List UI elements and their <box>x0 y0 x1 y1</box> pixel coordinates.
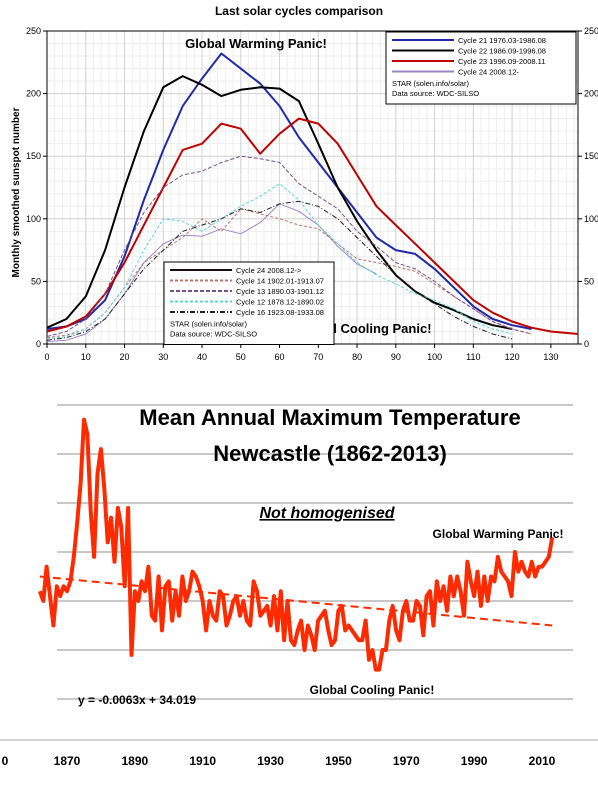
x-tick-label: 110 <box>466 352 480 362</box>
legend-bottom-entry: Cycle 12 1878.12-1890.02 <box>236 298 324 307</box>
x-tick-label: 40 <box>197 352 207 362</box>
legend-bottom-entry: Cycle 16 1923.08-1933.08 <box>236 308 324 317</box>
y-axis-label: Monthly smoothed sunspot number <box>11 107 22 277</box>
legend-top-box <box>385 31 577 105</box>
trendline-equation: y = -0.0063x + 34.019 <box>78 693 196 707</box>
legend-bottom-box <box>163 261 335 345</box>
legend-top-entry: Cycle 23 1996.09-2008.11 <box>458 57 545 66</box>
legend-top-entry: Cycle 22 1986.09-1996.08 <box>458 47 546 56</box>
legend-top-note: STAR (solen.info/solar) <box>392 79 469 88</box>
x-tick-label: 10 <box>81 352 91 362</box>
series-line <box>46 117 579 335</box>
x-tick-label: 60 <box>275 352 285 362</box>
series-line <box>46 200 513 341</box>
series-line <box>46 155 532 337</box>
series-line <box>46 52 532 330</box>
chart2-x-tick-label: 1950 <box>325 754 352 768</box>
chart2-title-line1: Mean Annual Maximum Temperature <box>139 405 520 430</box>
y-tick-label-left: 50 <box>31 276 41 286</box>
series-line <box>46 75 513 330</box>
x-tick-label: 100 <box>427 352 442 362</box>
chart2-annotation-cooling: Global Cooling Panic! <box>310 683 435 697</box>
legend-bottom-entry: Cycle 14 1902.01-1913.07 <box>236 277 324 286</box>
y-tick-label-left: 100 <box>26 214 41 224</box>
series-line <box>46 208 532 339</box>
series-line <box>46 183 513 340</box>
x-tick-label: 80 <box>352 352 362 362</box>
legend-bottom-note: STAR (solen.info/solar) <box>170 320 247 329</box>
y-tick-label-left: 200 <box>26 89 41 99</box>
y-tick-label-right: 250 <box>584 26 598 36</box>
y-tick-label-left: 0 <box>36 339 41 349</box>
x-tick-label: 50 <box>236 352 246 362</box>
chart-title: Last solar cycles comparison <box>215 4 383 18</box>
x-tick-label: 20 <box>120 352 130 362</box>
y-tick-label-right: 100 <box>584 214 598 224</box>
x-tick-label: 0 <box>44 352 49 362</box>
legend-top-entry: Cycle 24 2008.12- <box>458 68 519 77</box>
x-tick-label: 130 <box>543 352 558 362</box>
chart2-x-tick-label: 0 <box>2 754 9 768</box>
annotation-warming: Global Warming Panic! <box>185 36 327 51</box>
x-tick-label: 90 <box>391 352 401 362</box>
chart2-x-tick-label: 1910 <box>189 754 216 768</box>
y-tick-label-right: 0 <box>584 339 589 349</box>
legend-top-note: Data source: WDC-SILSO <box>392 89 479 98</box>
temperature-series-line <box>38 417 555 672</box>
chart2-x-tick-label: 1990 <box>461 754 488 768</box>
chart2-x-tick-label: 1870 <box>54 754 81 768</box>
chart2-x-tick-label: 2010 <box>529 754 556 768</box>
chart2-annotation-warming: Global Warming Panic! <box>433 527 564 541</box>
x-tick-label: 30 <box>158 352 168 362</box>
chart2-x-tick-label: 1890 <box>122 754 149 768</box>
y-tick-label-right: 50 <box>584 276 594 286</box>
chart2-x-tick-label: 1970 <box>393 754 420 768</box>
legend-bottom-entry: Cycle 13 1890.03-1901.12 <box>236 287 324 296</box>
legend-bottom-note: Data source: WDC-SILSO <box>170 330 257 339</box>
x-tick-label: 120 <box>505 352 520 362</box>
y-tick-label-left: 250 <box>26 26 41 36</box>
legend-bottom-entry: Cycle 24 2008.12-> <box>236 266 302 275</box>
trend-line <box>39 575 553 627</box>
y-tick-label-right: 200 <box>584 89 598 99</box>
y-tick-label-left: 150 <box>26 151 41 161</box>
legend-top-entry: Cycle 21 1976.03-1986.08 <box>458 36 546 45</box>
chart2-subtitle: Not homogenised <box>259 505 395 522</box>
chart2-x-tick-label: 1930 <box>257 754 284 768</box>
chart2-title-line2: Newcastle (1862-2013) <box>213 441 447 466</box>
x-tick-label: 70 <box>313 352 323 362</box>
y-tick-label-right: 150 <box>584 151 598 161</box>
